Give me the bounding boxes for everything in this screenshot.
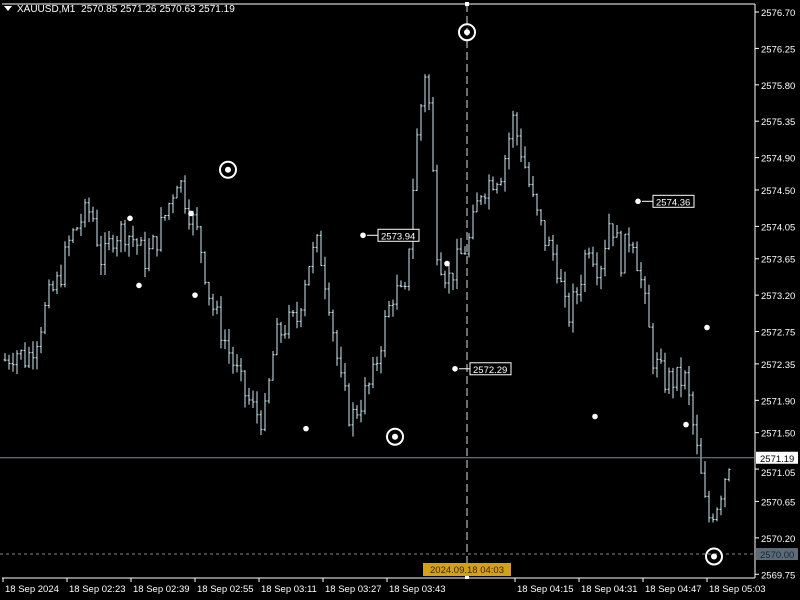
swing-price-label: 2572.29 [473, 365, 507, 376]
swing-point-dot [452, 365, 458, 372]
crosshair-time-label-bg [423, 563, 511, 576]
time-tick-label: 18 Sep 02:55 [197, 584, 254, 595]
swing-point-dot [444, 260, 450, 267]
extreme-marker-ring-icon [458, 23, 476, 42]
symbol-label: XAUUSD,M1 [17, 4, 76, 15]
extreme-marker-dot [392, 433, 398, 440]
crosshair-time-label: 2024.09.18 04:03 [430, 565, 504, 576]
swing-point-dot [127, 215, 133, 222]
swing-point-dot [303, 425, 309, 432]
level-price-label-bg [756, 548, 798, 561]
ohlc-close: 2571.19 [198, 4, 235, 15]
price-tick-label: 2574.90 [761, 154, 795, 165]
swing-point-dot [592, 413, 598, 420]
extreme-marker-ring-icon [219, 160, 237, 179]
collapse-triangle-icon[interactable] [4, 6, 12, 11]
swing-label-box [652, 194, 695, 208]
extreme-marker-ring-icon [386, 427, 404, 446]
swing-point-dot [704, 324, 710, 331]
price-tick-label: 2574.05 [761, 222, 795, 233]
time-tick-label: 18 Sep 02:23 [69, 584, 126, 595]
swing-point-dot [188, 210, 194, 217]
price-tick-label: 2575.80 [761, 81, 795, 92]
price-tick-label: 2570.65 [761, 497, 795, 508]
price-tick-label: 2572.35 [761, 360, 795, 371]
swing-point-dot [136, 282, 142, 289]
swing-point-dot [683, 421, 689, 428]
price-tick-label: 2571.50 [761, 429, 795, 440]
swing-label-box [377, 228, 420, 242]
price-tick-label: 2571.90 [761, 396, 795, 407]
extreme-marker-ring-icon [705, 547, 723, 566]
crosshair-top-handle[interactable] [465, 2, 469, 6]
price-tick-label: 2570.20 [761, 534, 795, 545]
ohlc-open: 2570.85 [81, 4, 118, 15]
ohlc-high: 2571.26 [120, 4, 157, 15]
swing-price-label: 2574.36 [656, 197, 690, 208]
price-tick-label: 2576.25 [761, 44, 795, 55]
current-price-label-bg [756, 451, 798, 464]
current-price-label: 2571.19 [760, 454, 794, 465]
time-tick-label: 18 Sep 03:27 [325, 584, 382, 595]
crosshair-bottom-handle[interactable] [465, 575, 469, 579]
time-tick-label: 18 Sep 04:31 [581, 584, 638, 595]
extreme-marker-dot [225, 166, 231, 173]
price-tick-label: 2573.65 [761, 255, 795, 266]
time-tick-label: 18 Sep 03:43 [389, 584, 446, 595]
time-tick-label: 18 Sep 03:11 [261, 584, 317, 595]
time-tick-label: 18 Sep 2024 [5, 584, 59, 595]
swing-point-dot [360, 232, 366, 239]
price-tick-label: 2569.75 [761, 570, 795, 581]
price-tick-label: 2575.35 [761, 117, 795, 128]
extreme-marker-dot [711, 553, 717, 560]
swing-point-dot [635, 198, 641, 205]
time-tick-label: 18 Sep 04:47 [645, 584, 702, 595]
time-tick-label: 18 Sep 02:39 [133, 584, 190, 595]
time-tick-label: 18 Sep 05:03 [709, 584, 766, 595]
extreme-marker-dot [464, 29, 470, 36]
swing-price-label: 2573.94 [381, 231, 415, 242]
price-tick-label: 2576.70 [761, 8, 795, 19]
swing-point-dot [192, 292, 198, 298]
price-tick-label: 2573.20 [761, 291, 795, 302]
swing-label-box [469, 362, 512, 376]
time-tick-label: 18 Sep 04:15 [517, 584, 574, 595]
level-price-label: 2570.00 [760, 550, 794, 561]
ohlc-low: 2570.63 [159, 4, 196, 15]
price-tick-label: 2574.50 [761, 186, 795, 197]
price-tick-label: 2571.05 [761, 468, 795, 479]
chart-header: XAUUSD,M1 2570.85 2571.26 2570.63 2571.19 [4, 4, 238, 15]
price-tick-label: 2572.75 [761, 328, 795, 339]
